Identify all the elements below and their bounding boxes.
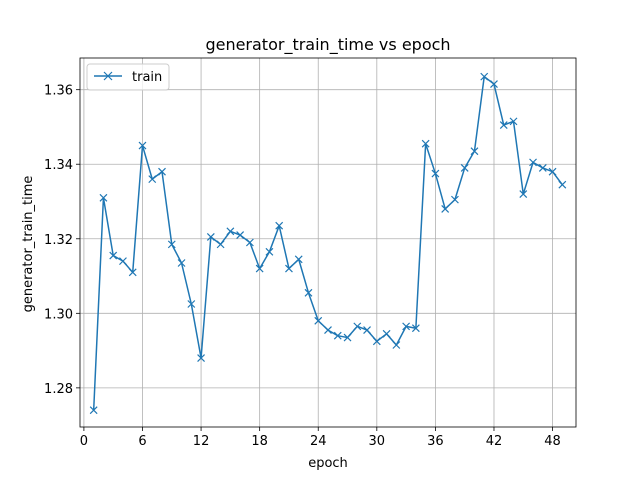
data-point-marker: [499, 121, 508, 130]
data-point-marker: [460, 164, 469, 172]
x-tick-label: 48: [544, 434, 561, 449]
x-tick-label: 42: [486, 434, 503, 449]
data-point-marker: [363, 326, 371, 335]
x-tick-label: 30: [369, 434, 386, 449]
data-point-marker: [245, 238, 254, 247]
data-point-marker: [119, 257, 127, 266]
data-point-marker: [509, 117, 518, 126]
x-tick-label: 36: [427, 434, 444, 449]
data-point-marker: [548, 167, 557, 176]
data-point-marker: [177, 259, 186, 267]
data-point-marker: [558, 180, 567, 189]
series-layer: [89, 72, 567, 415]
data-point-marker: [216, 240, 225, 249]
data-point-marker: [226, 227, 235, 236]
chart-title: generator_train_time vs epoch: [205, 35, 450, 55]
data-point-marker: [411, 324, 420, 333]
legend-marker-x-icon: [103, 71, 113, 81]
data-point-marker: [490, 80, 498, 89]
y-tick-label: 1.34: [44, 158, 73, 173]
data-point-marker: [333, 331, 342, 340]
x-tick-label: 12: [193, 434, 210, 449]
data-point-marker: [265, 247, 274, 256]
data-point-marker: [285, 264, 293, 273]
data-point-marker: [441, 205, 450, 213]
legend-box: [86, 63, 170, 91]
y-tick-label: 1.36: [44, 84, 73, 99]
data-point-marker: [372, 337, 381, 346]
data-point-marker: [197, 354, 205, 362]
data-point-marker: [529, 158, 537, 167]
y-axis-label: generator_train_time: [21, 176, 36, 313]
data-point-marker: [402, 322, 411, 331]
data-point-marker: [353, 322, 362, 331]
data-point-marker: [138, 141, 147, 150]
data-point-marker: [470, 147, 479, 156]
data-point-marker: [109, 251, 118, 260]
grid-lines: [80, 58, 576, 427]
y-tick-label: 1.32: [44, 233, 73, 248]
data-point-marker: [158, 167, 166, 176]
data-point-marker: [392, 341, 401, 349]
x-tick-label: 6: [138, 434, 146, 449]
data-point-marker: [89, 406, 98, 415]
data-point-marker: [431, 169, 440, 178]
data-point-marker: [99, 193, 108, 202]
legend: train: [86, 63, 170, 91]
data-point-marker: [519, 190, 528, 198]
data-point-marker: [382, 329, 391, 338]
data-point-marker: [480, 72, 489, 81]
y-axis-ticks: 1.28 1.30 1.32 1.34 1.36: [44, 84, 80, 397]
x-tick-label: 0: [80, 434, 88, 449]
x-axis-label: epoch: [308, 456, 348, 471]
data-point-marker: [304, 288, 313, 297]
data-point-marker: [324, 326, 332, 335]
x-tick-label: 24: [310, 434, 327, 449]
axes-frame: [79, 57, 577, 428]
data-point-marker: [187, 300, 196, 308]
data-point-marker: [255, 264, 264, 273]
data-point-marker: [314, 316, 323, 325]
data-point-marker: [236, 231, 245, 239]
x-tick-label: 18: [251, 434, 268, 449]
data-point-marker: [421, 139, 430, 148]
x-axis-ticks: 0 6 12 18 24 30 36 42 48: [80, 427, 561, 449]
data-point-marker: [275, 221, 284, 230]
data-point-marker: [538, 164, 547, 172]
data-point-marker: [451, 195, 459, 204]
data-point-marker: [148, 175, 157, 184]
data-point-marker: [167, 240, 176, 249]
data-point-marker: [294, 255, 303, 264]
data-point-marker: [206, 232, 215, 241]
y-tick-label: 1.30: [44, 307, 73, 322]
legend-label-train: train: [132, 70, 162, 85]
y-tick-label: 1.28: [44, 382, 73, 397]
data-point-marker: [128, 268, 137, 277]
data-point-marker: [343, 333, 352, 342]
